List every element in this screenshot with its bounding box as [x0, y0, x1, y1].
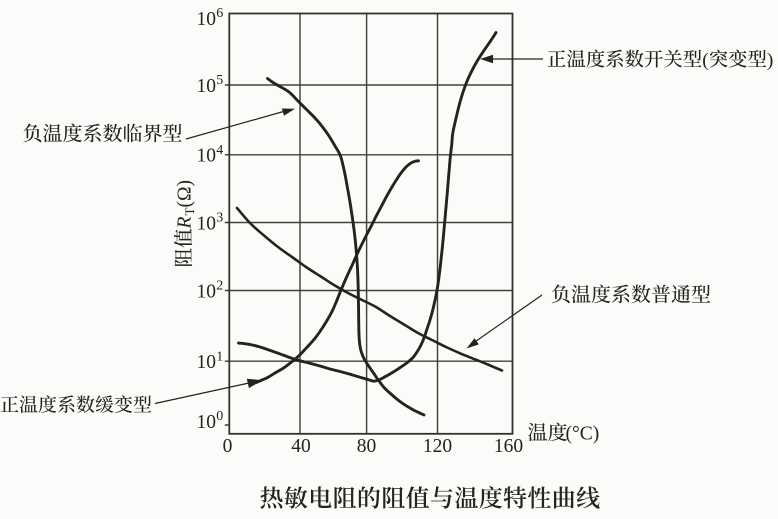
svg-text:T: T	[182, 208, 197, 216]
svg-text:40: 40	[291, 436, 311, 457]
svg-text:2: 2	[216, 279, 223, 294]
svg-text:10: 10	[197, 412, 217, 433]
svg-text:10: 10	[197, 352, 217, 373]
svg-text:120: 120	[423, 436, 452, 457]
svg-text:10: 10	[197, 76, 217, 97]
svg-text:(: (	[702, 50, 708, 71]
svg-text:(Ω): (Ω)	[175, 180, 196, 207]
svg-text:R: R	[175, 217, 196, 230]
svg-text:): )	[767, 50, 773, 71]
svg-text:0: 0	[216, 409, 223, 424]
svg-text:10: 10	[197, 146, 217, 167]
svg-text:10: 10	[197, 213, 217, 234]
svg-text:160: 160	[494, 436, 523, 457]
svg-text:1: 1	[216, 349, 223, 364]
svg-text:(°C): (°C)	[566, 424, 600, 445]
svg-text:80: 80	[357, 436, 377, 457]
svg-text:6: 6	[216, 6, 223, 21]
svg-text:3: 3	[216, 211, 223, 226]
svg-text:4: 4	[216, 143, 223, 158]
svg-text:0: 0	[223, 436, 233, 457]
svg-text:5: 5	[216, 73, 223, 88]
svg-text:10: 10	[197, 9, 217, 30]
svg-text:10: 10	[197, 281, 217, 302]
